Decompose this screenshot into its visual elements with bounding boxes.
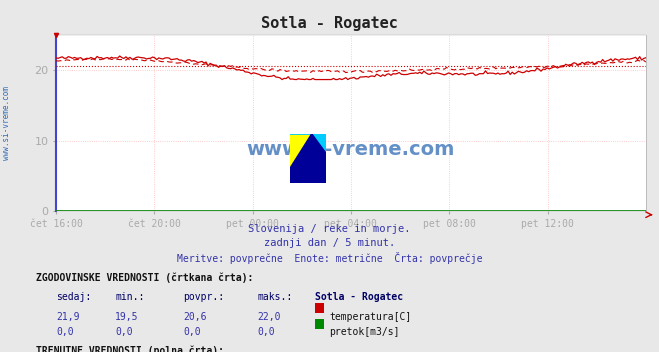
- Polygon shape: [290, 134, 326, 183]
- Text: sedaj:: sedaj:: [56, 292, 91, 302]
- Text: Sotla - Rogatec: Sotla - Rogatec: [261, 16, 398, 31]
- Text: 0,0: 0,0: [56, 327, 74, 337]
- Text: Sotla - Rogatec: Sotla - Rogatec: [315, 292, 403, 302]
- Polygon shape: [290, 134, 312, 183]
- Text: zadnji dan / 5 minut.: zadnji dan / 5 minut.: [264, 238, 395, 247]
- Text: 0,0: 0,0: [115, 327, 133, 337]
- Text: pretok[m3/s]: pretok[m3/s]: [330, 327, 400, 337]
- Text: Slovenija / reke in morje.: Slovenija / reke in morje.: [248, 224, 411, 233]
- Text: 0,0: 0,0: [257, 327, 275, 337]
- Text: temperatura[C]: temperatura[C]: [330, 312, 412, 321]
- Text: 19,5: 19,5: [115, 312, 139, 321]
- Text: ZGODOVINSKE VREDNOSTI (črtkana črta):: ZGODOVINSKE VREDNOSTI (črtkana črta):: [36, 273, 254, 283]
- Polygon shape: [290, 134, 326, 153]
- Text: povpr.:: povpr.:: [183, 292, 224, 302]
- Text: www.si-vreme.com: www.si-vreme.com: [246, 140, 455, 159]
- Text: 21,9: 21,9: [56, 312, 80, 321]
- Text: 22,0: 22,0: [257, 312, 281, 321]
- Text: TRENUTNE VREDNOSTI (polna črta):: TRENUTNE VREDNOSTI (polna črta):: [36, 346, 224, 352]
- Text: 0,0: 0,0: [183, 327, 201, 337]
- Text: Meritve: povprečne  Enote: metrične  Črta: povprečje: Meritve: povprečne Enote: metrične Črta:…: [177, 252, 482, 264]
- Text: min.:: min.:: [115, 292, 145, 302]
- Text: maks.:: maks.:: [257, 292, 292, 302]
- Text: www.si-vreme.com: www.si-vreme.com: [2, 86, 11, 160]
- Text: 20,6: 20,6: [183, 312, 207, 321]
